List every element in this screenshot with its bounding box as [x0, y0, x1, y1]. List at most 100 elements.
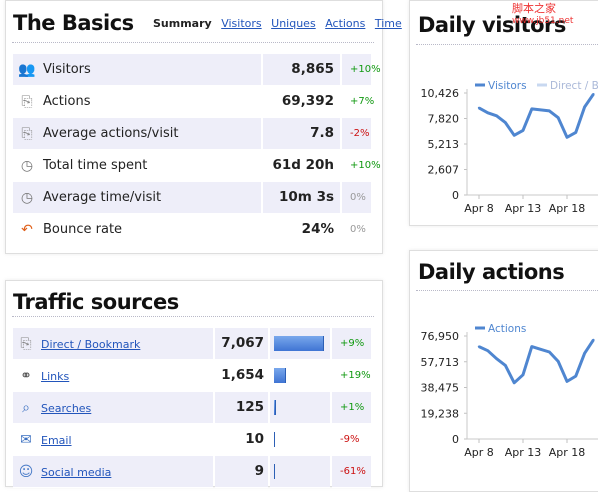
data-point	[583, 352, 586, 355]
change-cell: 0%	[342, 182, 371, 214]
metric-label: Visitors	[43, 62, 91, 77]
daily-visitors-chart: Visitors Direct / Bookmark 10,426 7,820 5,21…	[421, 80, 598, 215]
traffic-panel: Traffic sources ⎘ Direct / Bookmark 7,067 +…	[5, 280, 383, 488]
data-point	[574, 374, 577, 378]
source-cell: ⚭ Links	[13, 360, 213, 392]
share-bar-cell	[270, 424, 330, 456]
change-percent: +10%	[350, 64, 381, 75]
data-point	[530, 345, 533, 348]
change-cell: +7%	[342, 86, 374, 118]
share-bar	[274, 400, 276, 415]
visitors-icon: 👥	[18, 62, 36, 78]
source-value: 7,067	[221, 335, 264, 351]
tab-uniques[interactable]: Uniques	[271, 17, 316, 30]
daily-visitors-title: Daily visitors	[418, 13, 566, 37]
tab-time[interactable]: Time	[374, 17, 402, 30]
value-cell: 69,392	[263, 86, 340, 118]
metric-value: 69,392	[281, 93, 334, 109]
data-point	[504, 364, 507, 367]
source-value-cell: 10	[215, 424, 268, 456]
value-cell: 61d 20h	[263, 150, 340, 182]
daily-actions-separator	[416, 290, 598, 291]
data-point	[557, 116, 560, 119]
envelope-icon: ✉	[20, 432, 32, 448]
metric-value: 61d 20h	[272, 157, 334, 173]
series-line	[478, 339, 595, 385]
legend-label: Actions	[488, 323, 526, 335]
traffic-row: ⌕ Searches 125 +1%	[13, 392, 371, 424]
share-bar	[274, 432, 275, 447]
data-point	[486, 111, 489, 115]
source-change: +9%	[340, 338, 365, 349]
metric-label: Average actions/visit	[43, 126, 179, 141]
site-watermark: 脚本之家 www.jb51.net	[512, 2, 573, 28]
tab-actions[interactable]: Actions	[325, 17, 366, 30]
y-tick-label: 2,607	[428, 164, 460, 177]
source-change-cell: +19%	[332, 360, 371, 392]
traffic-row: ⎘ Direct / Bookmark 7,067 +9%	[13, 328, 371, 360]
source-value: 1,654	[221, 367, 264, 383]
metric-value: 8,865	[291, 61, 334, 77]
basics-row: 👥 Visitors 8,865 +10%	[13, 54, 381, 86]
basics-title-separator	[12, 42, 374, 43]
value-cell: 8,865	[263, 54, 340, 86]
value-cell: 24%	[263, 214, 340, 246]
y-tick-label: 38,475	[421, 382, 460, 395]
basics-row: ◷ Average time/visit 10m 3s 0%	[13, 182, 371, 214]
data-point	[539, 108, 542, 112]
source-change: -61%	[340, 466, 366, 477]
basics-panel: The Basics Summary Visitors Uniques Acti…	[5, 0, 402, 254]
data-point	[565, 136, 569, 139]
tab-visitors[interactable]: Visitors	[221, 17, 262, 30]
source-link[interactable]: Email	[41, 434, 72, 447]
share-bar	[274, 464, 275, 479]
source-link[interactable]: Links	[41, 370, 70, 383]
source-cell: ⎘ Direct / Bookmark	[13, 328, 213, 360]
daily-actions-panel: Daily actions Actions 76,950 57,713 38,475 1…	[409, 250, 598, 492]
y-tick-label: 7,820	[428, 113, 460, 126]
legend-label: Direct / Bookmark	[550, 80, 598, 92]
social-media-icon: ☺	[18, 464, 34, 480]
source-value: 9	[254, 463, 264, 479]
metric-cell: ⎘ Actions	[13, 86, 261, 118]
metric-value: 10m 3s	[279, 189, 334, 205]
x-tick-label: Apr 18	[549, 446, 586, 459]
source-link[interactable]: Searches	[41, 402, 92, 415]
change-cell: +10%	[342, 54, 381, 86]
chain-link-icon: ⚭	[20, 368, 32, 384]
source-change-cell: -9%	[332, 424, 371, 456]
share-bar-cell	[270, 392, 330, 424]
data-point	[495, 114, 498, 117]
x-tick-label: Apr 8	[464, 446, 494, 459]
share-bar-cell	[270, 456, 330, 488]
series-line	[478, 93, 595, 139]
data-point	[548, 109, 551, 113]
basics-row: ◷ Total time spent 61d 20h +10%	[13, 150, 381, 182]
change-percent: 0%	[350, 224, 366, 235]
data-point	[504, 121, 507, 124]
data-point	[513, 134, 516, 137]
basics-row: ⎘ Actions 69,392 +7%	[13, 86, 374, 118]
y-tick-label: 76,950	[421, 330, 460, 343]
source-change-cell: +1%	[332, 392, 371, 424]
metric-cell: ↶ Bounce rate	[13, 214, 261, 246]
x-tick-label: Apr 8	[464, 202, 494, 215]
data-point	[521, 129, 525, 132]
y-tick-label: 57,713	[421, 356, 460, 369]
data-point	[592, 338, 595, 342]
clock-icon: ◷	[20, 158, 34, 174]
y-tick-label: 10,426	[421, 87, 460, 100]
legend-label: Visitors	[488, 80, 527, 92]
data-point	[477, 345, 481, 348]
source-change: +1%	[340, 402, 365, 413]
watermark-line2: www.jb51.net	[512, 16, 574, 26]
clock-icon: ◷	[20, 190, 34, 206]
share-bar	[274, 336, 324, 351]
source-link[interactable]: Direct / Bookmark	[41, 338, 141, 351]
data-point	[548, 350, 551, 354]
source-value-cell: 125	[215, 392, 268, 424]
value-cell: 10m 3s	[263, 182, 340, 214]
source-link[interactable]: Social media	[41, 466, 112, 479]
tab-summary[interactable]: Summary	[153, 17, 212, 30]
basics-title: The Basics	[13, 11, 134, 35]
